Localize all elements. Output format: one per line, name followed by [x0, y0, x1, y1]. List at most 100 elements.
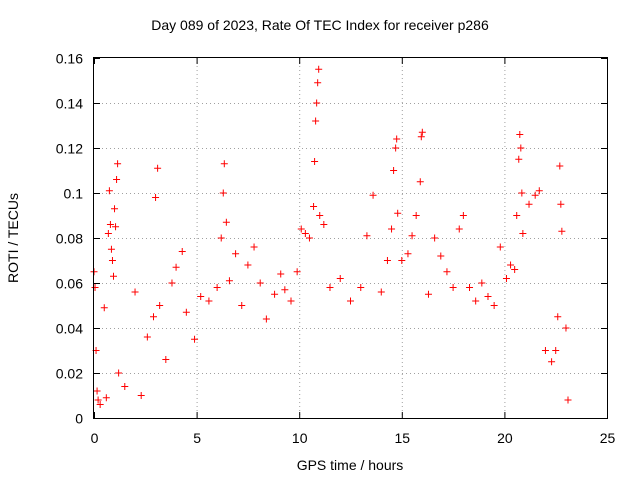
data-point — [108, 257, 116, 264]
data-point — [558, 227, 566, 235]
data-point — [113, 176, 121, 183]
data-point — [225, 277, 233, 285]
data-point — [293, 268, 301, 276]
plot-frame — [93, 57, 608, 419]
axis-ticks: 0 5 10 15 20 25 0 0.02 0.04 0.06 0.08 0.1 0.12 0.14 0.… — [56, 51, 616, 447]
data-point — [217, 234, 225, 242]
data-point — [143, 333, 151, 341]
data-point — [408, 232, 416, 240]
data-point — [137, 392, 145, 399]
data-point — [93, 387, 101, 395]
data-point — [154, 164, 162, 172]
x-tick-label: 20 — [497, 430, 513, 446]
x-tick-label: 5 — [193, 430, 201, 446]
data-point — [557, 200, 565, 208]
data-point — [554, 313, 562, 321]
data-point — [502, 275, 510, 282]
data-point — [548, 358, 556, 366]
data-point — [490, 302, 498, 309]
data-point — [437, 252, 445, 260]
data-point — [390, 167, 398, 174]
data-point — [535, 187, 543, 195]
data-point — [383, 257, 391, 264]
x-tick-label: 0 — [91, 430, 99, 446]
data-point — [191, 335, 199, 343]
data-point — [443, 268, 451, 276]
data-point — [277, 270, 285, 278]
data-point — [347, 297, 354, 305]
y-tick-label: 0.06 — [56, 276, 83, 292]
data-points — [90, 65, 572, 408]
y-tick-label: 0 — [75, 411, 83, 427]
data-point — [424, 290, 432, 298]
data-point — [281, 286, 289, 294]
data-point — [312, 117, 320, 125]
data-point — [244, 261, 252, 269]
data-point — [556, 162, 564, 170]
data-point — [287, 297, 295, 305]
data-point — [121, 383, 129, 390]
data-point — [459, 212, 467, 219]
y-axis-label: ROTI / TECUs — [5, 193, 21, 283]
data-point — [416, 178, 424, 186]
data-point — [552, 347, 560, 354]
data-point — [418, 128, 426, 136]
data-point — [162, 356, 170, 363]
data-point — [496, 243, 504, 251]
data-point — [94, 396, 102, 404]
data-point — [310, 203, 318, 210]
data-point — [314, 79, 322, 87]
data-point — [466, 284, 474, 291]
data-point — [152, 194, 160, 201]
data-point — [517, 144, 525, 152]
data-point — [232, 250, 240, 258]
data-point — [398, 257, 406, 264]
data-point — [182, 308, 190, 316]
data-point — [213, 284, 221, 291]
x-tick-label: 25 — [600, 430, 616, 446]
y-tick-label: 0.16 — [56, 51, 83, 67]
data-point — [562, 324, 570, 332]
data-point — [156, 302, 164, 309]
data-point — [357, 284, 365, 291]
data-point — [172, 263, 180, 271]
data-point — [320, 221, 328, 228]
x-axis-label: GPS time / hours — [297, 457, 404, 473]
data-point — [178, 248, 186, 255]
data-point — [478, 279, 486, 287]
data-point — [197, 293, 205, 300]
data-point — [326, 284, 334, 291]
data-point — [404, 250, 412, 258]
y-tick-label: 0.1 — [64, 186, 84, 202]
data-point — [484, 293, 492, 300]
data-point — [531, 191, 539, 199]
data-point — [106, 221, 114, 228]
y-tick-label: 0.04 — [56, 321, 83, 337]
data-point — [150, 313, 158, 321]
data-point — [238, 302, 246, 309]
y-tick-label: 0.12 — [56, 141, 83, 157]
data-point — [516, 131, 524, 138]
data-point — [417, 133, 425, 141]
data-point — [102, 394, 110, 402]
data-point — [271, 290, 279, 298]
data-point — [305, 234, 313, 242]
data-point — [313, 99, 321, 107]
data-point — [519, 230, 527, 237]
data-point — [105, 187, 113, 195]
data-point — [377, 288, 385, 296]
data-point — [394, 209, 402, 217]
data-point — [472, 297, 480, 305]
data-point — [115, 369, 123, 377]
data-point — [388, 225, 396, 233]
data-point — [507, 261, 515, 269]
data-point — [455, 225, 463, 233]
data-point — [301, 230, 309, 237]
data-point — [100, 304, 108, 312]
x-tick-label: 15 — [395, 430, 411, 446]
data-point — [111, 205, 119, 213]
data-point — [336, 275, 344, 282]
data-point — [250, 243, 258, 251]
data-point — [511, 266, 519, 273]
